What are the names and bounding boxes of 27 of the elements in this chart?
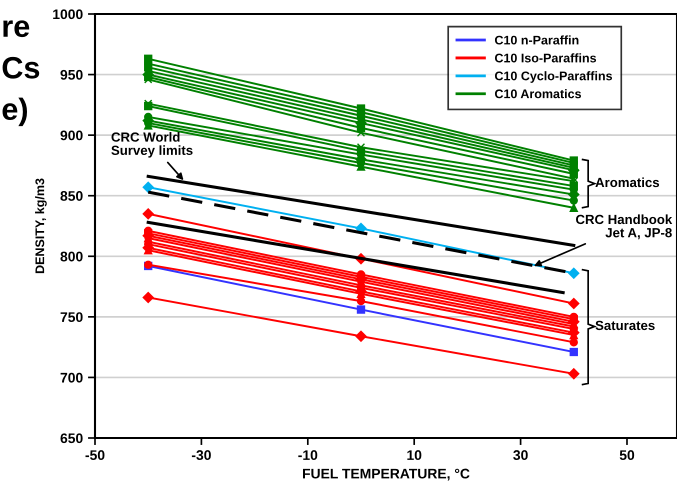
x-tick-label: 50 [620,450,634,460]
x-tick-label: -30 [192,450,211,460]
x-tick-label: 10 [407,450,422,460]
legend-label: C10 Aromatics [494,89,581,98]
y-tick-label: 900 [60,130,83,140]
y-tick-label: 700 [60,372,83,383]
y-axis-title: DENSITY, kg/m3 [35,178,47,274]
legend-label: C10 Iso-Paraffins [494,53,596,62]
x-axis-title: FUEL TEMPERATURE, °C [302,468,470,481]
legend-label: C10 n-Paraffin [494,35,578,45]
x-tick-label: 30 [513,450,528,460]
y-tick-label: 850 [60,191,83,201]
annotation: Saturates [595,320,655,330]
annotation: CRC World Survey limits [111,132,193,158]
text: e) [2,98,28,126]
text: Cs [2,56,40,79]
y-tick-label: 950 [60,70,83,80]
text: re [3,20,30,38]
y-tick-label: 650 [60,433,83,444]
annotation: CRC Handbook Jet A, JP-8 [576,214,672,240]
x-tick-label: -50 [86,450,104,460]
x-tick-label: -10 [298,450,318,460]
y-tick-label: 750 [60,312,83,322]
annotation: Aromatics [595,177,660,188]
legend-label: C10 Cyclo-Paraffins [494,71,612,83]
y-tick-label: 1000 [53,9,83,20]
y-tick-label: 800 [60,252,83,262]
